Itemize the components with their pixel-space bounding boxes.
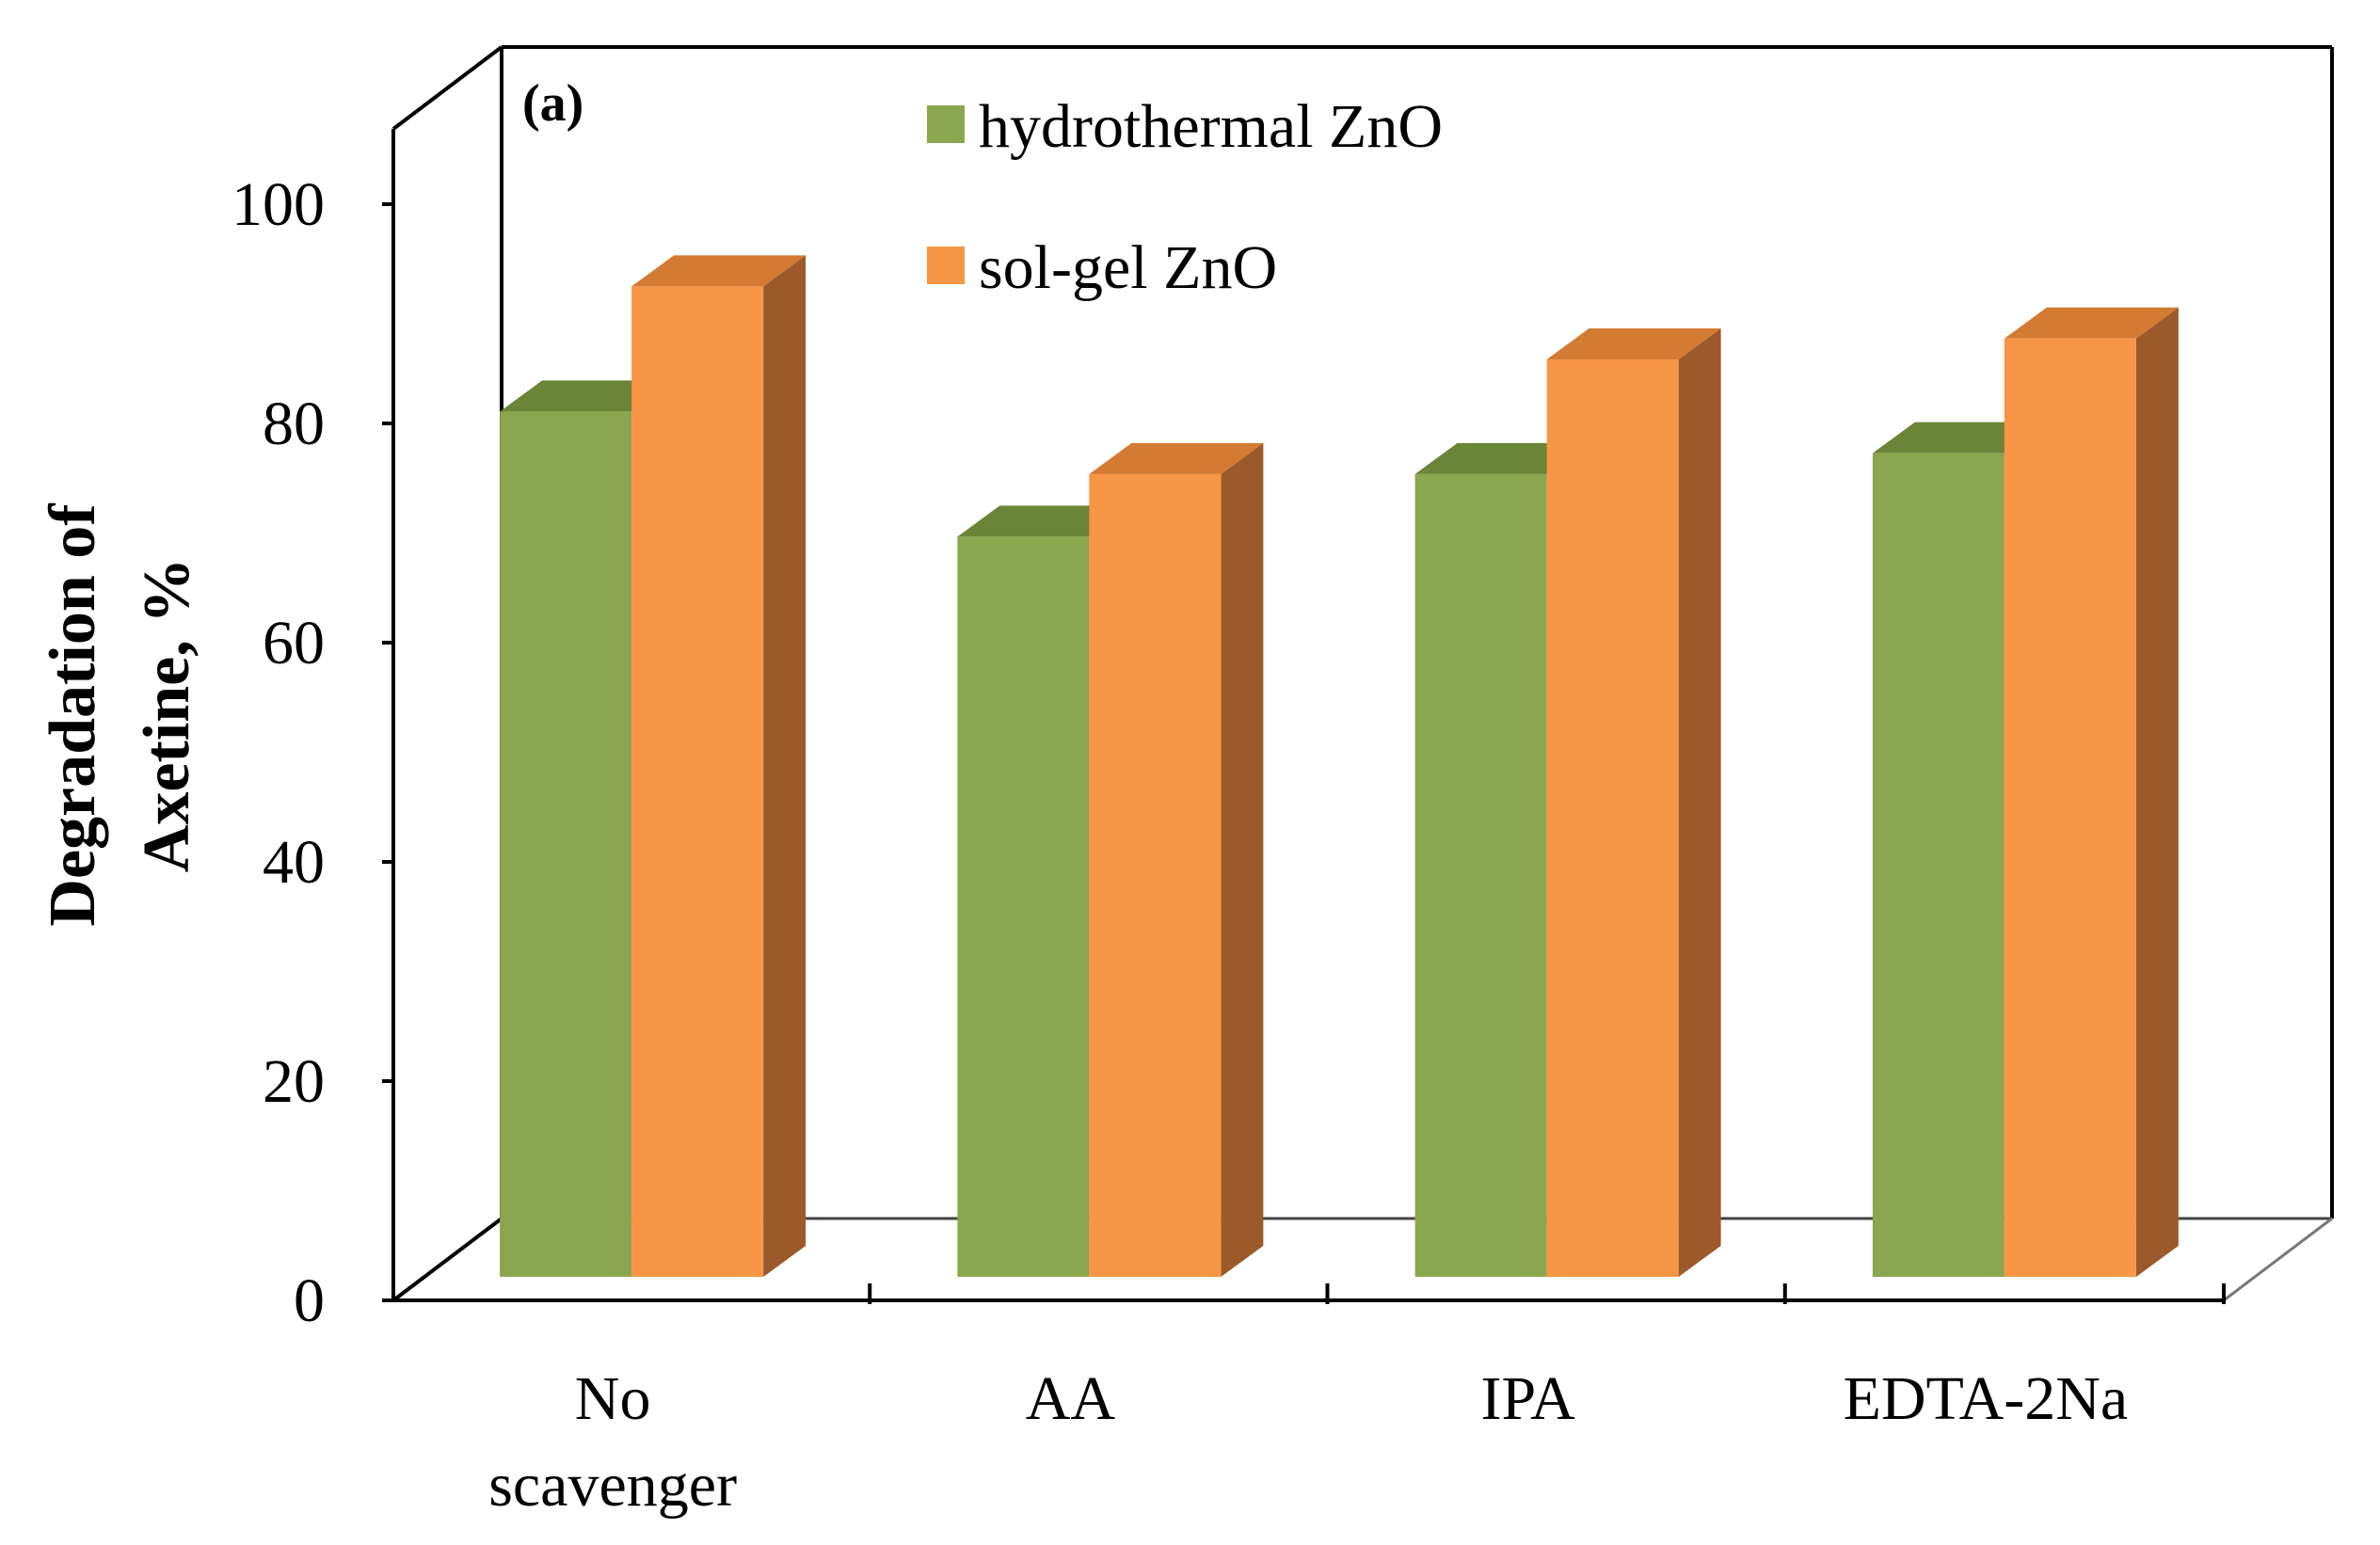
bar-hydrothermal-ZnO xyxy=(957,536,1090,1277)
legend-swatch-sol-gel xyxy=(927,247,965,284)
legend: hydrothermal ZnO sol-gel ZnO xyxy=(927,92,1443,302)
panel-label: (a) xyxy=(522,74,583,133)
y-tick-label: 100 xyxy=(232,170,325,239)
x-category-label: IPA xyxy=(1480,1364,1575,1433)
bar-sol-gel-ZnO xyxy=(2004,338,2136,1277)
bar-sol-gel-ZnO xyxy=(631,286,764,1277)
y-tick-label: 80 xyxy=(263,390,325,458)
bar-sol-gel-ZnO xyxy=(1546,358,1679,1278)
bar-side-sol-gel-ZnO xyxy=(2135,307,2179,1277)
bar-hydrothermal-ZnO xyxy=(1414,473,1547,1278)
bar-top-sol-gel-ZnO xyxy=(1089,442,1264,474)
y-tick-label: 40 xyxy=(263,828,325,897)
x-category-label: EDTA-2Na xyxy=(1844,1364,2129,1433)
legend-swatch-hydrothermal xyxy=(927,105,965,143)
bar-top-hydrothermal-ZnO xyxy=(1414,442,1589,474)
y-tick-label: 0 xyxy=(294,1266,325,1335)
bar-side-sol-gel-ZnO xyxy=(1221,442,1264,1278)
legend-label-hydrothermal: hydrothermal ZnO xyxy=(979,92,1443,161)
x-category-label: No xyxy=(575,1364,651,1433)
x-category-labels: No scavenger AA IPA EDTA-2Na xyxy=(488,1364,2128,1520)
y-axis-title: Degradation of Axetine, % xyxy=(37,503,203,927)
y-axis-title-line-1: Degradation of xyxy=(37,503,109,927)
floor-left-edge xyxy=(391,1217,503,1302)
bar-top-hydrothermal-ZnO xyxy=(957,505,1132,537)
x-category-label: scavenger xyxy=(488,1451,737,1520)
x-category-label: AA xyxy=(1026,1364,1116,1433)
y-tick-label: 20 xyxy=(263,1047,325,1116)
bar-sol-gel-ZnO xyxy=(1089,473,1222,1278)
left-wall-top-edge xyxy=(391,45,503,131)
bar-top-sol-gel-ZnO xyxy=(631,255,807,287)
bar-top-sol-gel-ZnO xyxy=(1546,327,1721,359)
y-axis-title-line-2: Axetine, % xyxy=(131,558,203,872)
floor-right-edge xyxy=(2223,1217,2333,1302)
bar-top-sol-gel-ZnO xyxy=(2004,307,2179,339)
legend-label-sol-gel: sol-gel ZnO xyxy=(979,233,1277,302)
y-tick-labels: 0 20 40 60 80 100 xyxy=(232,170,393,1335)
y-tick-label: 60 xyxy=(263,609,325,677)
bar-top-hydrothermal-ZnO xyxy=(1872,422,2047,454)
bar-side-sol-gel-ZnO xyxy=(763,255,807,1277)
bar-side-sol-gel-ZnO xyxy=(1678,327,1721,1278)
bar-hydrothermal-ZnO xyxy=(500,411,632,1277)
bar-hydrothermal-ZnO xyxy=(1872,453,2005,1277)
bar-top-hydrothermal-ZnO xyxy=(500,380,675,412)
bars-group xyxy=(500,255,2226,1304)
